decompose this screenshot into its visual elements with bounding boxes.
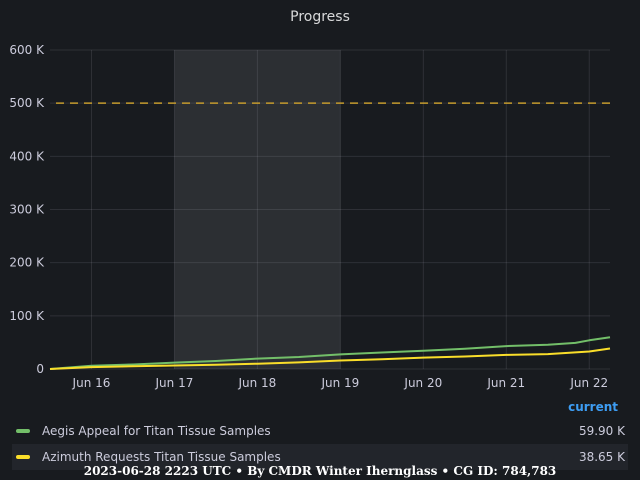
legend-swatch-yellow [16, 455, 30, 459]
legend-item-azimuth[interactable]: Azimuth Requests Titan Tissue Samples 38… [12, 444, 628, 470]
legend-current-value: 59.90 K [578, 424, 625, 438]
y-tick-label: 300 K [9, 203, 45, 217]
legend-series-name: Aegis Appeal for Titan Tissue Samples [42, 424, 271, 438]
x-tick-label: Jun 19 [320, 376, 359, 390]
series-line-0 [49, 336, 611, 370]
x-tick-label: Jun 18 [237, 376, 276, 390]
chart-title: Progress [290, 9, 350, 25]
series-line-1 [49, 347, 611, 370]
y-tick-label: 600 K [9, 43, 45, 57]
x-tick-label: Jun 22 [569, 376, 608, 390]
x-tick-label: Jun 21 [486, 376, 525, 390]
legend-item-aegis[interactable]: Aegis Appeal for Titan Tissue Samples 59… [12, 418, 628, 444]
x-tick-label: Jun 17 [155, 376, 194, 390]
legend-series-name: Azimuth Requests Titan Tissue Samples [42, 450, 281, 464]
x-tick-label: Jun 16 [72, 376, 111, 390]
footer-credit: 2023-06-28 2223 UTC • By CMDR Winter Ihe… [83, 464, 557, 478]
y-tick-label: 500 K [9, 96, 45, 110]
y-tick-label: 0 [36, 362, 44, 376]
progress-chart: Progress 0 100 K 200 K 300 K 400 K 500 K 600 K… [9, 9, 611, 390]
legend-swatch-green [16, 429, 30, 433]
x-tick-label: Jun 20 [403, 376, 442, 390]
legend-current-value: 38.65 K [578, 450, 625, 464]
legend-column-header[interactable]: current [568, 400, 618, 414]
y-tick-label: 200 K [9, 256, 45, 270]
y-tick-label: 400 K [9, 149, 45, 163]
y-tick-label: 100 K [9, 309, 45, 323]
